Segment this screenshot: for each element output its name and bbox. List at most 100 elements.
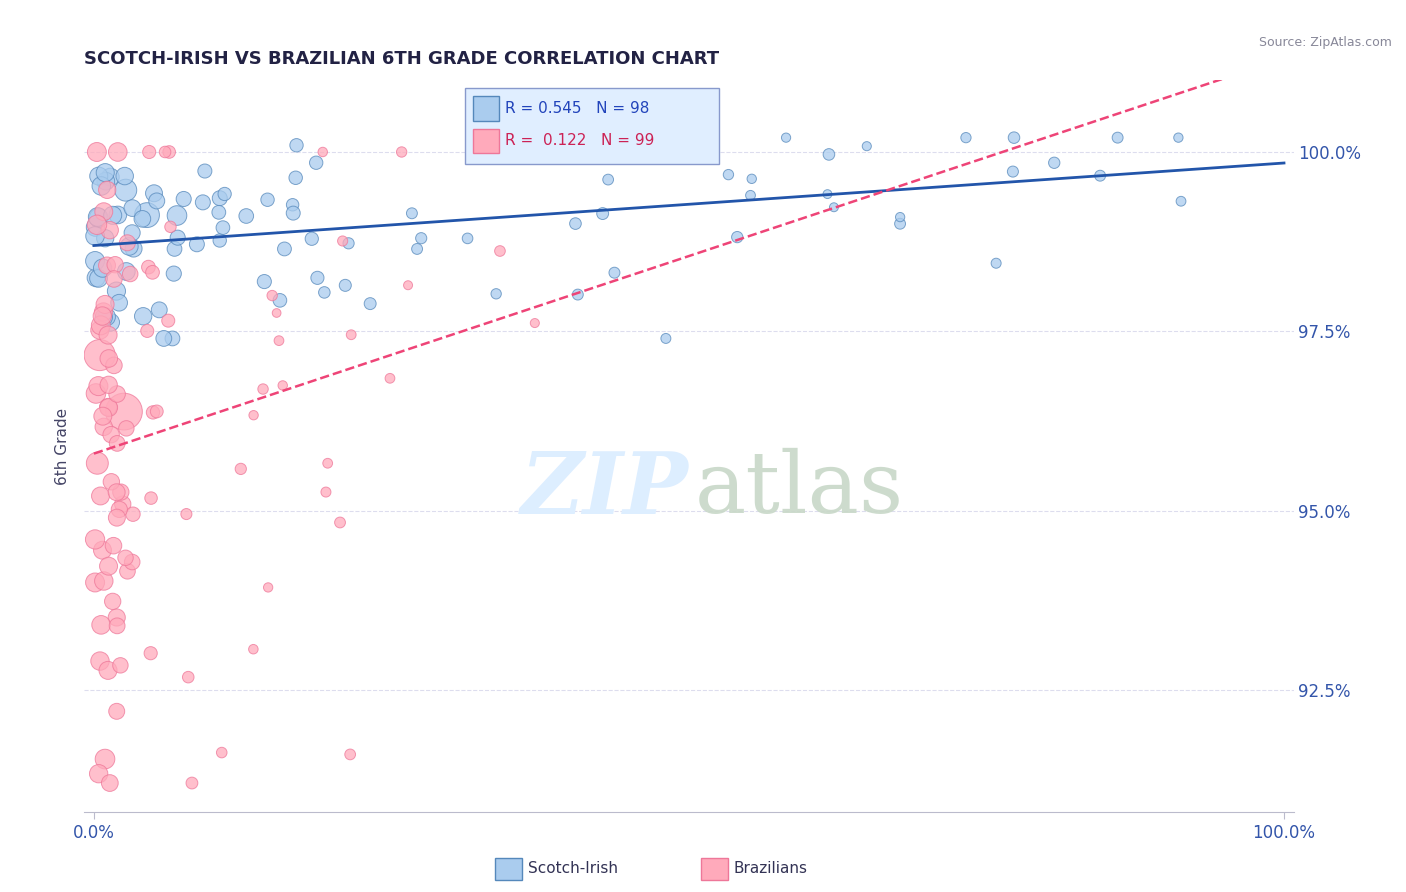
Bar	[702, 858, 728, 880]
Point	[281, 198, 304, 212]
Point	[97, 559, 120, 574]
Point	[87, 379, 110, 393]
Point	[489, 244, 512, 258]
Text: R =  0.122   N = 99: R = 0.122 N = 99	[505, 134, 655, 148]
Point	[97, 377, 120, 392]
Text: Scotch-Irish: Scotch-Irish	[529, 862, 619, 876]
Point	[176, 507, 198, 521]
Point	[94, 231, 117, 245]
Point	[100, 315, 122, 329]
Point	[142, 405, 165, 419]
Point	[177, 670, 200, 684]
Point	[340, 327, 363, 342]
Point	[110, 485, 132, 500]
Point	[138, 260, 160, 274]
Point	[159, 219, 181, 234]
Point	[547, 145, 569, 159]
Point	[84, 386, 107, 401]
Point	[132, 310, 155, 324]
Y-axis label: 6th Grade: 6th Grade	[55, 408, 70, 484]
Point	[94, 297, 117, 311]
Point	[211, 746, 233, 760]
Point	[208, 234, 231, 248]
Point	[87, 271, 110, 285]
Point	[145, 404, 167, 418]
Point	[271, 378, 294, 392]
Point	[93, 574, 115, 588]
Text: atlas: atlas	[695, 449, 904, 532]
Point	[89, 654, 111, 668]
Point	[122, 242, 145, 256]
Point	[145, 194, 167, 208]
Point	[273, 242, 295, 256]
Point	[104, 258, 127, 272]
Point	[335, 278, 357, 293]
Point	[98, 776, 121, 790]
Point	[699, 147, 721, 161]
Point	[725, 230, 748, 244]
Point	[262, 288, 284, 302]
Point	[98, 223, 121, 237]
Point	[139, 646, 162, 660]
Point	[378, 371, 401, 385]
Point	[181, 776, 204, 790]
Point	[186, 237, 208, 252]
Point	[105, 704, 128, 718]
Point	[391, 145, 413, 159]
Point	[337, 236, 360, 251]
Point	[269, 293, 291, 308]
Point	[1170, 194, 1192, 209]
Point	[91, 261, 114, 276]
Point	[96, 183, 118, 197]
Point	[117, 235, 139, 250]
Point	[94, 174, 117, 188]
Point	[84, 533, 107, 547]
Point	[115, 264, 138, 278]
Point	[115, 421, 138, 435]
Point	[191, 195, 214, 210]
Point	[1001, 164, 1024, 178]
Point	[86, 145, 108, 159]
Point	[717, 168, 740, 182]
Point	[208, 205, 231, 219]
Point	[157, 145, 180, 159]
Point	[194, 164, 217, 178]
Point	[1167, 130, 1189, 145]
Point	[314, 285, 336, 300]
Point	[122, 507, 145, 521]
Point	[138, 145, 160, 159]
Point	[329, 516, 352, 530]
Point	[305, 155, 328, 169]
Point	[567, 287, 589, 301]
Point	[114, 550, 136, 565]
Point	[90, 618, 112, 632]
Point	[139, 491, 162, 505]
Point	[162, 331, 184, 345]
Point	[817, 187, 839, 202]
Point	[84, 254, 107, 268]
Point	[98, 169, 121, 184]
Point	[107, 208, 129, 222]
Bar	[472, 96, 499, 120]
Point	[105, 610, 128, 624]
Point	[283, 206, 305, 220]
Point	[267, 334, 290, 348]
Point	[603, 266, 626, 280]
Point	[87, 169, 110, 183]
Text: R = 0.545   N = 98: R = 0.545 N = 98	[505, 101, 650, 116]
Point	[87, 766, 110, 780]
Point	[411, 231, 433, 245]
Point	[108, 295, 131, 310]
Point	[564, 217, 586, 231]
Point	[163, 242, 186, 256]
Point	[105, 485, 128, 500]
Point	[94, 752, 117, 766]
Point	[252, 382, 274, 396]
Point	[118, 239, 141, 253]
Point	[678, 130, 700, 145]
Point	[339, 747, 361, 762]
Point	[235, 209, 257, 223]
Point	[285, 138, 308, 153]
Point	[457, 231, 479, 245]
Point	[97, 401, 120, 415]
